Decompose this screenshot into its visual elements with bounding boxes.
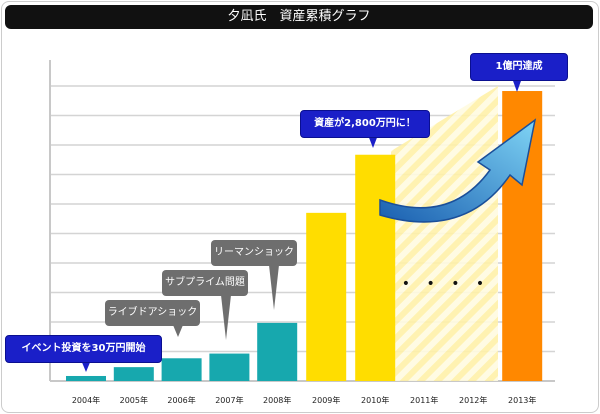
chart-title: 夕凪氏 資産累積グラフ	[5, 5, 593, 29]
callout-pointer	[81, 360, 91, 372]
x-tick-label: 2012年	[459, 395, 487, 405]
x-tick-label: 2005年	[120, 395, 148, 405]
x-tick-label: 2008年	[263, 395, 291, 405]
bar-2006年	[161, 358, 202, 381]
x-tick-label: 2004年	[72, 395, 100, 405]
bar-2010年	[355, 154, 396, 381]
callout-pointer	[368, 135, 378, 148]
projection-area	[391, 86, 498, 381]
annotation-callout: イベント投資を30万円開始	[5, 335, 162, 363]
x-tick-label: 2006年	[167, 395, 195, 405]
callout-pointer	[269, 265, 279, 310]
bar-2005年	[113, 367, 154, 381]
annotation-callout: 資産が2,800万円に！	[300, 110, 430, 138]
annotation-callout: サブプライム問題	[162, 270, 248, 296]
annotation-callout: 1億円達成	[470, 53, 568, 81]
x-tick-label: 2009年	[312, 395, 340, 405]
x-tick-label: 2013年	[508, 395, 536, 405]
annotation-callout: ライブドアショック	[105, 300, 200, 326]
x-tick-label: 2011年	[410, 395, 438, 405]
bar-2008年	[257, 322, 298, 381]
callout-pointer	[173, 325, 183, 337]
growth-arrow-icon	[379, 118, 537, 223]
callout-pointer	[221, 295, 231, 340]
bar-2004年	[66, 375, 106, 381]
annotation-callout: リーマンショック	[211, 240, 297, 266]
x-tick-label: 2010年	[361, 395, 389, 405]
x-tick-label: 2007年	[215, 395, 243, 405]
ellipsis-dots: • • • •	[402, 276, 490, 292]
callout-pointer	[512, 78, 522, 92]
bar-2007年	[209, 353, 250, 381]
bar-2009年	[306, 212, 347, 381]
